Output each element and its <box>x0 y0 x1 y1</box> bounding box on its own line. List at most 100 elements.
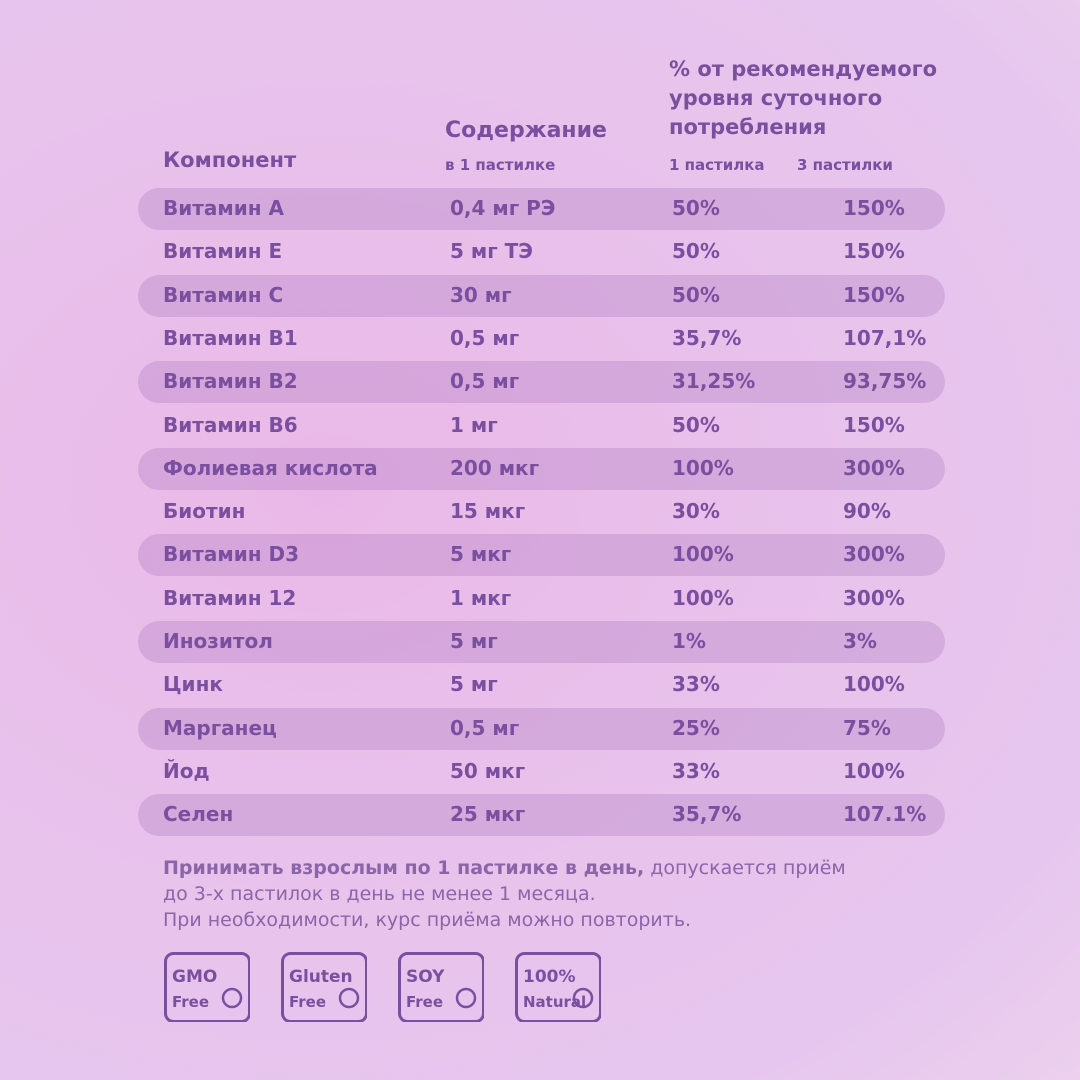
table-cell: 100% <box>843 758 905 783</box>
row-stripe <box>138 534 945 577</box>
table-cell: 3% <box>843 629 877 653</box>
table-cell: 300% <box>843 585 905 610</box>
header-component: Компонент <box>163 148 297 172</box>
table-cell: 107,1% <box>843 325 927 350</box>
table-cell: 31,25% <box>672 369 756 394</box>
badge-text: 100% <box>523 967 576 987</box>
table-cell: 50% <box>672 239 720 264</box>
header-content: Содержание <box>445 118 607 143</box>
table-cell: Витамин В2 <box>163 369 298 394</box>
badge-text: GMO <box>172 967 217 987</box>
table-cell: 150% <box>843 282 905 307</box>
table-cell: 5 мг ТЭ <box>450 239 533 264</box>
note-bold: Принимать взрослым по 1 пастилке в день, <box>163 857 645 879</box>
table-cell: 75% <box>843 715 891 740</box>
badge-text: Free <box>289 993 326 1011</box>
table-cell: 0,4 мг РЭ <box>450 196 556 220</box>
table-cell: 100% <box>672 542 734 567</box>
table-cell: Витамин С <box>163 282 284 307</box>
badge-icon <box>338 987 360 1009</box>
table-cell: Фолиевая кислота <box>163 455 378 480</box>
header-three: 3 пастилки <box>797 156 893 174</box>
table-cell: 150% <box>843 196 905 220</box>
table-cell: Витамин А <box>163 196 284 220</box>
table-cell: 35,7% <box>672 802 742 827</box>
table-cell: 200 мкг <box>450 455 540 480</box>
table-cell: Витамин 12 <box>163 585 297 610</box>
badge-text: Gluten <box>289 967 353 987</box>
badge-frame <box>164 952 250 1022</box>
badge-frame <box>281 952 367 1022</box>
table-cell: Витамин Е <box>163 239 283 264</box>
header-percent: % от рекомендуемого <box>669 57 938 81</box>
table-cell: 33% <box>672 758 720 783</box>
table-cell: 93,75% <box>843 369 927 394</box>
table-cell: 0,5 мг <box>450 715 520 740</box>
table-cell: 50% <box>672 196 720 220</box>
table-cell: 50% <box>672 282 720 307</box>
row-stripe <box>138 274 945 317</box>
badge: GMO Free <box>164 952 250 1022</box>
table-cell: 25 мкг <box>450 802 526 827</box>
badge-frame <box>398 952 484 1022</box>
row-stripe <box>138 447 945 490</box>
table-cell: 1 мг <box>450 412 498 437</box>
table-cell: 50 мкг <box>450 758 526 783</box>
table-cell: 150% <box>843 239 905 264</box>
note-rest: допускается приём <box>650 857 846 879</box>
table-cell: 150% <box>843 412 905 437</box>
table-cell: Витамин В6 <box>163 412 298 437</box>
badge-text: Free <box>172 993 209 1011</box>
table-cell: Марганец <box>163 715 277 740</box>
row-stripe <box>138 361 945 404</box>
header-percent: потребления <box>669 115 827 139</box>
table-cell: 33% <box>672 672 720 697</box>
table-cell: 35,7% <box>672 325 742 350</box>
note-line: При необходимости, курс приёма можно пов… <box>163 909 692 931</box>
table-cell: 30 мг <box>450 282 512 307</box>
table-cell: 300% <box>843 542 905 567</box>
table-cell: 1 мкг <box>450 585 512 610</box>
table-cell: 5 мг <box>450 629 498 653</box>
table-cell: 300% <box>843 455 905 480</box>
table-cell: 50% <box>672 412 720 437</box>
table-cell: Витамин В1 <box>163 325 298 350</box>
badge-text: SOY <box>406 967 445 987</box>
table-cell: 1% <box>672 629 706 653</box>
badge-icon <box>455 987 477 1009</box>
header-content-sub: в 1 пастилке <box>445 156 556 174</box>
badge: SOY Free <box>398 952 484 1022</box>
row-stripe <box>138 707 945 750</box>
table-cell: Йод <box>163 758 210 783</box>
header-percent: уровня суточного <box>669 86 883 110</box>
badge: Gluten Free <box>281 952 367 1022</box>
table-cell: Витамин D3 <box>163 542 300 567</box>
badge: 100% Natural <box>515 952 601 1022</box>
note-line: Принимать взрослым по 1 пастилке в день,… <box>163 857 846 879</box>
row-stripe <box>138 188 945 230</box>
table-cell: 15 мкг <box>450 499 526 524</box>
table-cell: 90% <box>843 499 891 524</box>
row-stripe <box>138 621 945 663</box>
table-cell: 5 мкг <box>450 542 512 567</box>
row-stripe <box>138 794 945 837</box>
table-cell: Цинк <box>163 672 223 697</box>
table-cell: 30% <box>672 499 720 524</box>
badge-icon <box>221 987 243 1009</box>
table-cell: 107.1% <box>843 802 927 827</box>
table-cell: 5 мг <box>450 672 498 697</box>
table-cell: 25% <box>672 715 720 740</box>
badge-icon <box>572 987 594 1009</box>
badge-frame <box>515 952 601 1022</box>
table-cell: 0,5 мг <box>450 369 520 394</box>
table-cell: 100% <box>843 672 905 697</box>
table-cell: Биотин <box>163 499 246 524</box>
table-cell: Селен <box>163 802 234 827</box>
badge-text: Natural <box>523 993 586 1011</box>
badge-text: Free <box>406 993 443 1011</box>
table-cell: Инозитол <box>163 629 273 653</box>
header-one: 1 пастилка <box>669 156 765 174</box>
note-line: до 3-х пастилок в день не менее 1 месяца… <box>163 883 596 905</box>
table-cell: 0,5 мг <box>450 325 520 350</box>
